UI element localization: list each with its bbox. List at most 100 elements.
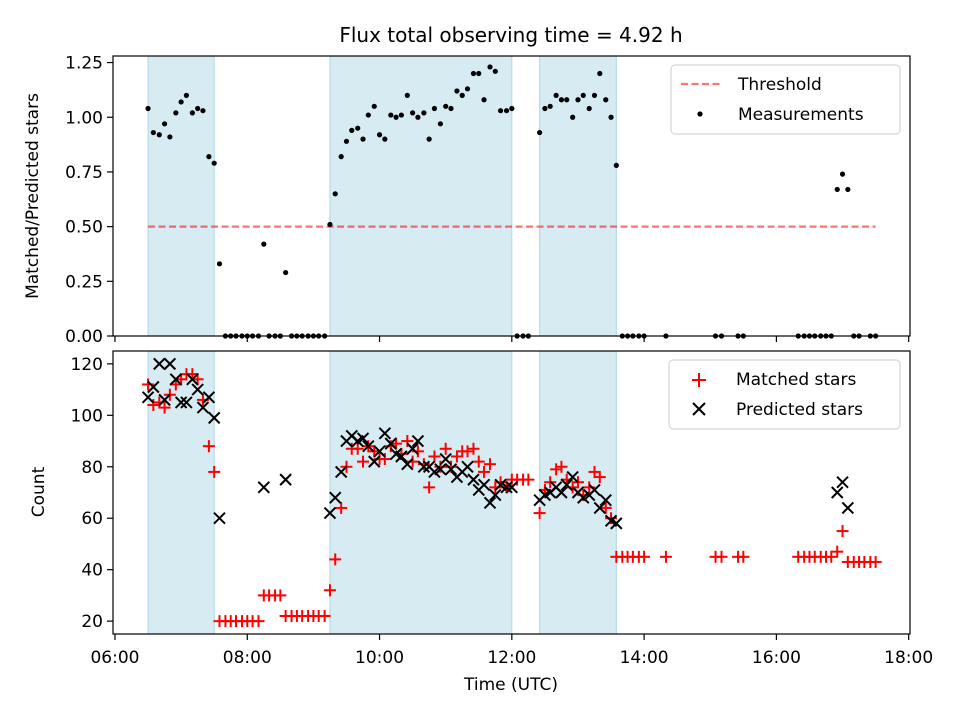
legend-predicted-label: Predicted stars [736,400,863,420]
matched-star-point [439,442,452,455]
shaded-interval [147,55,215,337]
bottom-x-axis: 06:00 08:00 10:00 12:00 14:00 16:00 18:00 [90,634,933,668]
measurement-point [150,129,156,136]
matched-star-point [494,476,507,489]
predicted-star-point [477,478,491,491]
predicted-star-point [207,411,221,425]
measurement-point [575,97,581,103]
measurement-point [558,97,565,103]
predicted-star-point [588,483,601,497]
matched-star-point [428,450,441,463]
predicted-star-point [434,463,447,476]
predicted-star-point [384,437,397,450]
measurement-point [183,92,190,98]
y-tick-label: 1.00 [65,108,103,128]
matched-star-point [208,465,221,478]
measurement-point [211,160,217,166]
measurement-point [542,105,548,112]
y-tick-label: 0.25 [65,272,103,292]
y-tick-label: 40 [81,561,103,581]
measurement-point [839,171,846,177]
predicted-star-point [329,491,342,504]
measurement-point [470,70,477,77]
measurement-point [283,269,289,276]
matched-star-point [318,609,331,622]
predicted-star-point [174,396,188,409]
predicted-star-point [417,460,431,473]
matched-star-point [444,460,457,473]
measurement-point [365,112,371,118]
measurement-point [481,97,487,103]
measurement-point [393,114,399,120]
y-tick-label: 0.75 [65,163,103,183]
predicted-star-point [489,488,502,502]
measurement-point [415,114,421,120]
matched-star-point [202,440,215,453]
top-legend: Threshold Measurements [670,64,901,135]
top-legend-box [670,64,901,135]
predicted-star-point [368,455,381,468]
predicted-star-points [141,357,855,530]
measurement-point [421,110,427,116]
measurement-point [167,134,173,140]
y-tick-label: 0.50 [65,218,103,238]
predicted-star-point [141,391,155,404]
measurement-point [476,70,482,77]
y-tick-label: 1.25 [65,54,103,74]
measurement-point [613,162,619,168]
predicted-star-point [610,517,623,530]
matched-star-point [836,525,849,538]
matched-star-point [357,455,370,468]
measurement-point [591,92,598,98]
matched-star-point [715,550,728,563]
matched-star-point [335,501,348,514]
measurement-point [497,108,504,114]
y-tick-label: 20 [81,612,103,632]
predicted-star-point [169,373,183,386]
matched-star-point [351,442,364,455]
legend-predicted-swatch [692,402,706,416]
measurement-point [437,121,443,127]
measurement-point [200,108,206,114]
top-y-axis-label: Matched/Predicted stars [23,93,43,299]
y-tick-label: 60 [81,509,103,529]
matched-star-point [274,589,287,602]
measurement-point [338,154,344,160]
matched-star-point [472,455,485,468]
predicted-star-point [505,481,519,494]
matched-star-point [467,442,480,455]
legend-matched-label: Matched stars [736,370,856,390]
x-tick-label: 10:00 [355,648,404,668]
bottom-legend-box [668,359,901,430]
predicted-star-point [439,452,452,466]
measurement-point [189,110,195,116]
matched-star-point [659,550,672,563]
predicted-star-point [334,465,348,479]
predicted-star-point [202,391,216,404]
predicted-star-point [213,512,226,525]
predicted-star-point [406,442,419,455]
measurement-point [443,103,449,109]
measurement-point [216,261,223,267]
predicted-star-point [593,501,607,515]
measurement-point [845,186,851,193]
x-tick-label: 14:00 [620,648,669,668]
measurement-point [487,64,493,70]
measurement-point [464,86,471,92]
predicted-star-point [356,432,370,445]
matched-star-point [158,401,171,414]
matched-star-point [478,465,491,478]
predicted-star-point [566,470,579,484]
predicted-star-point [461,460,474,473]
predicted-star-point [180,396,193,409]
measurement-point [173,110,179,116]
matched-star-point [329,553,342,566]
bottom-legend: Matched stars Predicted stars [668,359,901,430]
y-tick-label: 0.00 [65,327,103,347]
measurement-point [371,103,377,109]
legend-measurements-label: Measurements [738,105,864,125]
measurement-point [355,125,361,131]
measurement-point [426,136,432,142]
matched-star-point [533,507,546,520]
measurement-point [608,114,614,120]
